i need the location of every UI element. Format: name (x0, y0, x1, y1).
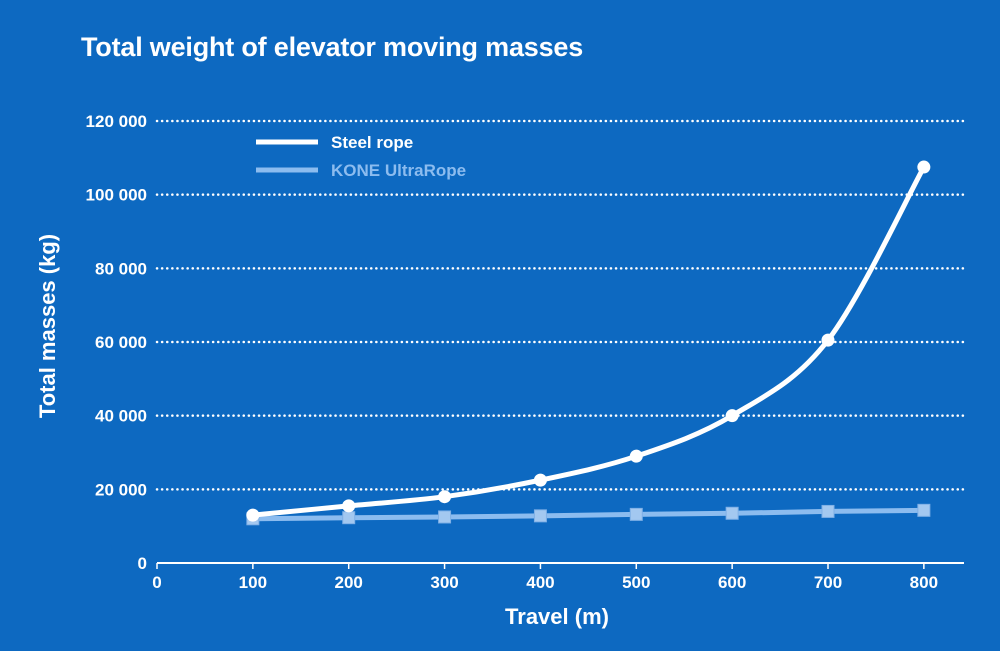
y-tick-label: 20 000 (95, 480, 147, 499)
data-point (725, 409, 739, 423)
x-tick-label: 200 (335, 573, 363, 592)
data-point (246, 508, 260, 522)
data-point (533, 473, 547, 487)
x-axis-title: Travel (m) (505, 604, 609, 629)
y-tick-label: 0 (138, 554, 147, 573)
chart-title: Total weight of elevator moving masses (81, 32, 584, 62)
legend-label: KONE UltraRope (331, 161, 466, 180)
x-tick-label: 400 (526, 573, 554, 592)
grid-lines (155, 119, 966, 491)
data-point (342, 511, 356, 525)
data-point (438, 510, 452, 524)
x-tick-label: 0 (152, 573, 161, 592)
data-point (342, 499, 356, 513)
series-line (250, 164, 927, 518)
legend-item: KONE UltraRope (256, 161, 466, 180)
y-tick-label: 80 000 (95, 259, 147, 278)
y-axis-title: Total masses (kg) (35, 234, 60, 418)
x-tick-label: 100 (239, 573, 267, 592)
x-tick-label: 800 (910, 573, 938, 592)
x-tick-label: 500 (622, 573, 650, 592)
data-point (725, 506, 739, 520)
series-line (252, 507, 924, 522)
series-steel-rope (246, 160, 931, 522)
y-tick-label: 120 000 (86, 112, 147, 131)
data-point (821, 504, 835, 518)
data-point (629, 449, 643, 463)
data-point (533, 509, 547, 523)
data-point (917, 503, 931, 517)
data-point (629, 507, 643, 521)
x-tick-label: 600 (718, 573, 746, 592)
legend-item: Steel rope (256, 133, 413, 152)
series-ultrarope (246, 503, 931, 526)
x-tick-label: 300 (430, 573, 458, 592)
legend-label: Steel rope (331, 133, 413, 152)
series-lines (246, 160, 931, 526)
y-tick-label: 100 000 (86, 186, 147, 205)
legend: Steel rope KONE UltraRope (256, 133, 466, 180)
data-point (821, 333, 835, 347)
data-point (917, 160, 931, 174)
data-point (438, 490, 452, 504)
x-tick-label: 700 (814, 573, 842, 592)
axes: 0 20 000 40 000 60 000 80 000 100 000 120 000 0… (86, 112, 964, 592)
y-tick-label: 40 000 (95, 407, 147, 426)
y-tick-label: 60 000 (95, 333, 147, 352)
